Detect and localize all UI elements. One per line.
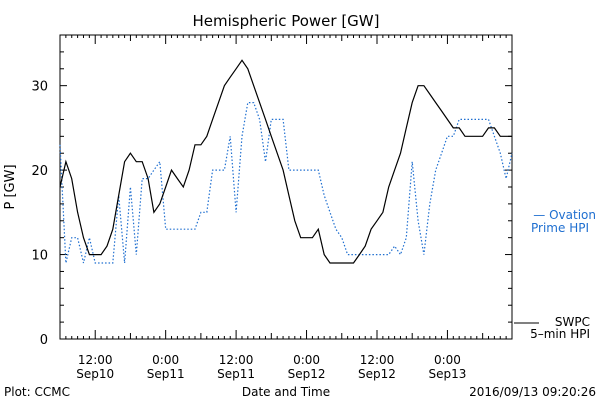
x-axis-label: Date and Time bbox=[242, 385, 330, 399]
x-tick-label-time: 12:00 bbox=[219, 353, 254, 367]
series-line-swpc-5min-hpi bbox=[59, 59, 512, 264]
y-tick-label: 0 bbox=[40, 333, 48, 348]
plot-source-label: Plot: CCMC bbox=[4, 385, 70, 399]
timestamp-label: 2016/09/13 09:20:26 bbox=[469, 385, 596, 399]
plot-frame bbox=[59, 34, 513, 340]
x-tick-label-time: 0:00 bbox=[293, 353, 320, 367]
x-tick-label-date: Sep11 bbox=[147, 367, 185, 381]
legend-ovation-label-2: Prime HPI bbox=[531, 221, 589, 235]
legend-swpc-label-2: 5–min HPI bbox=[530, 327, 590, 341]
x-axis-ticks: 12:00Sep100:00Sep1112:00Sep110:00Sep1212… bbox=[59, 35, 513, 381]
chart-title: Hemispheric Power [GW] bbox=[193, 12, 380, 30]
x-tick-label-date: Sep12 bbox=[288, 367, 326, 381]
x-tick-label-time: 12:00 bbox=[78, 353, 113, 367]
y-axis-label: P [GW] bbox=[3, 164, 18, 209]
x-tick-label-date: Sep12 bbox=[358, 367, 396, 381]
legend-swpc-label: SWPC bbox=[555, 315, 590, 329]
y-tick-label: 10 bbox=[31, 249, 48, 264]
x-tick-label-time: 12:00 bbox=[360, 353, 395, 367]
x-tick-label-date: Sep11 bbox=[217, 367, 255, 381]
x-tick-label-date: Sep10 bbox=[76, 367, 114, 381]
y-axis-ticks: 0 10 20 30 bbox=[31, 34, 512, 348]
y-tick-label: 20 bbox=[31, 164, 48, 179]
y-tick-label: 30 bbox=[31, 80, 48, 95]
legend-ovation-label: — Ovation bbox=[533, 208, 596, 222]
x-tick-label-time: 0:00 bbox=[152, 353, 179, 367]
x-tick-label-time: 0:00 bbox=[434, 353, 461, 367]
x-tick-label-date: Sep13 bbox=[428, 367, 466, 381]
